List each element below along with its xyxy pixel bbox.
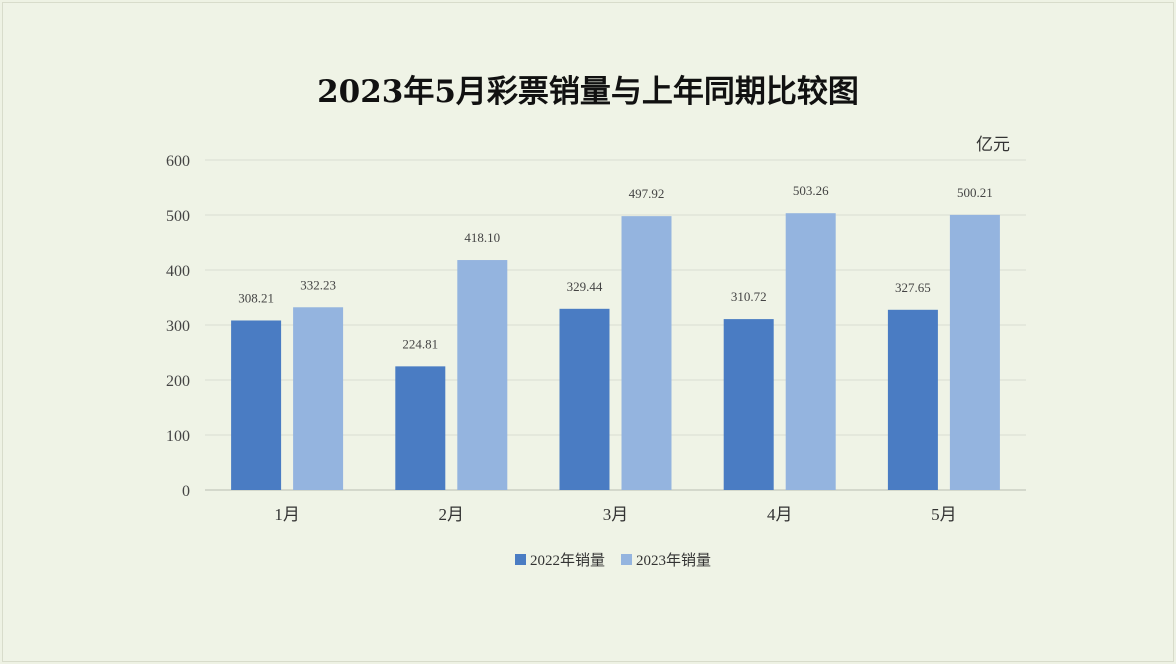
data-label: 329.44: [567, 279, 603, 294]
data-label: 503.26: [793, 183, 829, 198]
x-tick-label: 1月: [274, 505, 300, 524]
data-label: 418.10: [464, 230, 500, 245]
data-label: 224.81: [402, 336, 438, 351]
data-label: 310.72: [731, 289, 767, 304]
legend-label: 2022年销量: [530, 552, 605, 569]
bar-2022-3: [559, 308, 610, 490]
bar-2023-1: [293, 307, 344, 490]
data-label: 332.23: [300, 277, 336, 292]
chart-title: 2023年5月彩票销量与上年同期比较图: [317, 74, 859, 110]
y-tick-label: 400: [166, 263, 190, 280]
y-tick-label: 100: [166, 428, 190, 445]
data-label: 327.65: [895, 280, 931, 295]
y-tick-label: 300: [166, 318, 190, 335]
bar-2023-4: [785, 213, 836, 490]
legend-swatch: [515, 554, 526, 565]
legend-swatch: [621, 554, 632, 565]
x-tick-label: 5月: [931, 505, 957, 524]
data-labels: 308.21 332.23 224.81 418.10 329.44 497.92 310.…: [238, 183, 993, 351]
data-label: 497.92: [629, 186, 665, 201]
y-tick-label: 200: [166, 373, 190, 390]
unit-label: 亿元: [976, 135, 1010, 154]
bar-2023-3: [621, 216, 672, 491]
bar-2023-5: [949, 214, 1000, 490]
x-tick-label: 3月: [603, 505, 629, 524]
data-label: 308.21: [238, 290, 274, 305]
x-tick-label: 4月: [767, 505, 793, 524]
y-tick-label: 0: [182, 483, 190, 500]
bar-2022-4: [723, 319, 774, 490]
y-tick-label: 600: [166, 153, 190, 170]
bars: [231, 213, 1000, 491]
x-tick-label: 2月: [439, 505, 465, 524]
bar-2022-1: [231, 320, 282, 490]
bar-2022-2: [395, 366, 446, 490]
x-axis: 1月 2月 3月 4月 5月: [274, 505, 956, 524]
y-tick-label: 500: [166, 208, 190, 225]
y-axis: 0 100 200 300 400 500 600: [166, 153, 190, 500]
bar-2023-2: [457, 260, 508, 490]
legend: 2022年销量 2023年销量: [515, 552, 711, 569]
data-label: 500.21: [957, 185, 993, 200]
bar-2022-5: [887, 309, 938, 490]
legend-label: 2023年销量: [636, 552, 711, 569]
